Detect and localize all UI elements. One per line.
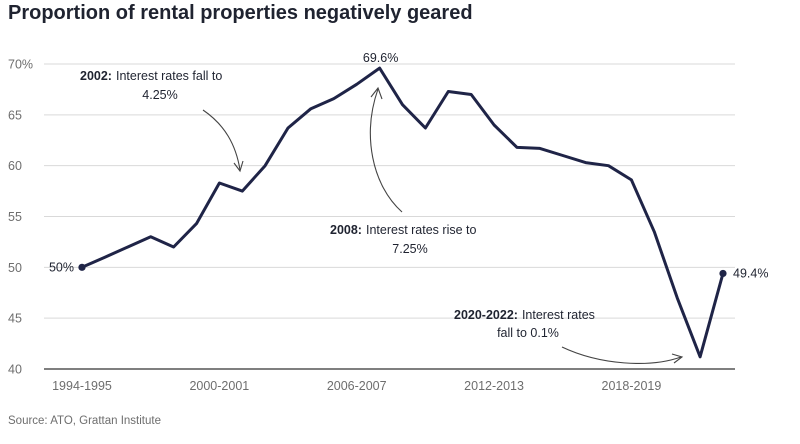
annotation-2020-arrow [561,346,682,364]
start-value-label: 50% [49,260,74,274]
y-tick-label: 50 [8,261,22,275]
y-tick-label: 65 [8,108,22,122]
annotation-2002-line2: 4.25% [142,88,177,102]
y-tick-label: 60 [8,159,22,173]
y-tick-label: 70% [8,58,33,72]
gridlines [44,63,735,370]
annotation-2002: 2002: Interest rates fall to 4.25% [80,69,244,173]
annotation-2020-2022: 2020-2022: Interest rates fall to 0.1% [454,308,684,364]
chart-title: Proportion of rental properties negative… [8,2,473,24]
y-tick-label: 45 [8,312,22,326]
y-axis-ticks: 70% 65 60 55 50 45 40 [8,58,33,377]
end-value-label: 49.4% [733,266,768,280]
end-point [719,269,727,278]
series-line [80,66,725,359]
x-tick-label: 2012-2013 [464,379,524,393]
source-note: Source: ATO, Grattan Institute [8,415,161,427]
x-tick-label: 2000-2001 [189,379,249,393]
x-tick-label: 2018-2019 [602,379,662,393]
annotation-2008-arrow [369,88,403,213]
x-tick-label: 1994-1995 [52,379,112,393]
peak-value-label: 69.6% [363,51,398,65]
annotation-2008-line1: 2008: Interest rates rise to [330,223,476,237]
annotation-2008-line2: 7.25% [392,242,427,256]
annotation-2020-line2: fall to 0.1% [497,326,559,340]
y-tick-label: 40 [8,363,22,377]
annotation-2002-arrow [202,109,241,171]
x-tick-label: 2006-2007 [327,379,387,393]
annotation-2002-arrowhead [233,160,244,173]
annotation-2020-line1: 2020-2022: Interest rates [454,308,595,322]
y-tick-label: 55 [8,210,22,224]
annotation-2002-line1: 2002: Interest rates fall to [80,69,222,83]
x-axis-ticks: 1994-1995 2000-2001 2006-2007 2012-2013 2018… [52,379,661,393]
annotation-2008-arrowhead [370,86,383,100]
annotation-2008: 2008: Interest rates rise to 7.25% [330,86,476,256]
annotation-2020-arrowhead [671,353,684,364]
start-point [78,263,86,271]
